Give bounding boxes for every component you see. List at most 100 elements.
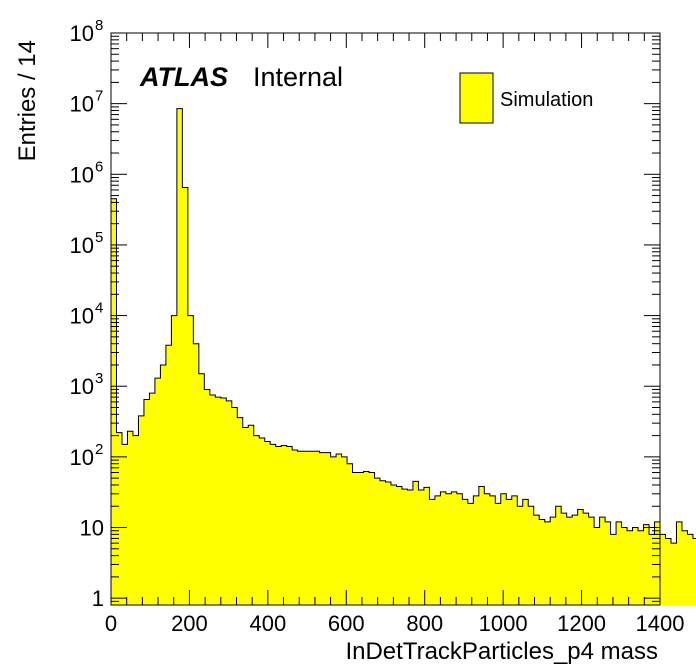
histogram-bin (198, 373, 205, 605)
histogram-bin (341, 456, 348, 605)
x-tick-label: 200 (171, 611, 208, 636)
histogram-bin (632, 527, 639, 605)
histogram-bin (654, 521, 661, 605)
histogram-bin (231, 407, 238, 605)
histogram-bin (352, 472, 359, 605)
legend-entry: Simulation (500, 89, 593, 111)
y-tick-label-exponent: 4 (95, 300, 103, 317)
histogram-bin (275, 446, 282, 605)
histogram-bin (242, 427, 249, 605)
histogram-bin (451, 491, 458, 605)
histogram-bin (292, 450, 299, 605)
histogram-bin (665, 538, 672, 605)
histogram-bin (149, 393, 156, 605)
x-tick-label: 400 (249, 611, 286, 636)
legend-swatch (459, 72, 494, 124)
y-tick-label-exponent: 6 (95, 158, 103, 175)
histogram-bin (616, 521, 622, 605)
histogram-bin (248, 425, 255, 605)
histogram-bin (165, 345, 172, 605)
y-tick-label: 10 (70, 445, 94, 470)
y-tick-label: 10 (70, 233, 94, 258)
histogram-bin (681, 530, 688, 605)
histogram-bin (127, 431, 134, 605)
histogram-bin (550, 517, 557, 605)
histogram-bin (484, 493, 491, 605)
histogram-bin (692, 538, 696, 605)
histogram-bin (380, 480, 386, 605)
histogram-bin (138, 415, 145, 605)
y-tick-label-exponent: 5 (95, 229, 103, 246)
y-tick-label: 10 (70, 21, 94, 46)
histogram-bin (330, 456, 337, 605)
histogram-bin (176, 108, 183, 606)
histogram-bin (660, 534, 666, 605)
histogram-bin (237, 417, 244, 605)
histogram-bin (577, 509, 584, 605)
y-tick-label: 10 (80, 516, 104, 541)
histogram-bin (566, 517, 573, 605)
histogram-bin (116, 432, 123, 605)
histogram-bin (286, 446, 293, 605)
y-axis-title: Entries / 14 (14, 40, 41, 161)
histogram-bin (555, 506, 562, 605)
histogram-bin (396, 486, 403, 605)
histogram-bin (154, 378, 161, 605)
histogram-bin (594, 527, 601, 605)
histogram-bin (489, 495, 496, 605)
y-tick-label: 10 (70, 92, 94, 117)
histogram-bin (259, 437, 266, 605)
atlas-sublabel: Internal (253, 62, 343, 92)
y-tick-label-exponent: 3 (95, 370, 103, 387)
axis-ticks (110, 32, 661, 606)
histogram-bin (588, 517, 595, 605)
histogram-bin (385, 482, 392, 605)
histogram-bin (319, 452, 326, 605)
histogram-bin (621, 527, 628, 605)
histogram-bin (445, 493, 452, 605)
histogram-bin (347, 463, 353, 605)
histogram-bin (204, 389, 211, 605)
histogram-bars (111, 108, 696, 606)
y-tick-label: 10 (70, 162, 94, 187)
histogram-bin (511, 495, 518, 605)
histogram-bin (572, 515, 579, 605)
histogram-bin (649, 534, 655, 605)
histogram-bin (506, 499, 513, 605)
histogram-bin (676, 521, 683, 605)
histogram-bin (308, 451, 315, 605)
y-tick-label-exponent: 8 (95, 17, 103, 34)
histogram-bin (687, 534, 694, 605)
histogram-bin (264, 441, 271, 605)
histogram-bin (143, 399, 150, 605)
histogram-bin (539, 519, 546, 605)
histogram-bin (500, 493, 507, 605)
histogram-bin (358, 472, 364, 605)
histogram-bin (369, 472, 375, 605)
x-tick-label: 600 (328, 611, 365, 636)
histogram-bin (171, 315, 178, 605)
x-tick-label: 800 (406, 611, 443, 636)
histogram-bin (182, 187, 189, 605)
histogram-bin (412, 481, 419, 605)
histogram-bin (670, 543, 677, 605)
histogram-bin (374, 478, 381, 605)
atlas-label: ATLAS (139, 62, 228, 92)
histogram-bin (599, 517, 606, 605)
histogram-bin (303, 451, 310, 605)
histogram-bin (610, 534, 617, 605)
histogram-bin (270, 444, 277, 605)
histogram-bin (533, 515, 540, 605)
y-tick-label: 10 (70, 374, 94, 399)
histogram-bin (325, 452, 331, 605)
histogram-bin (467, 503, 474, 605)
histogram-bin (297, 451, 304, 605)
histogram-bin (220, 398, 227, 605)
histogram-bin (132, 435, 139, 605)
histogram-bin (390, 484, 397, 605)
histogram-bin (336, 453, 342, 605)
histogram-bin (478, 486, 485, 605)
histogram-bin (643, 524, 650, 605)
histogram-bin (401, 489, 408, 605)
